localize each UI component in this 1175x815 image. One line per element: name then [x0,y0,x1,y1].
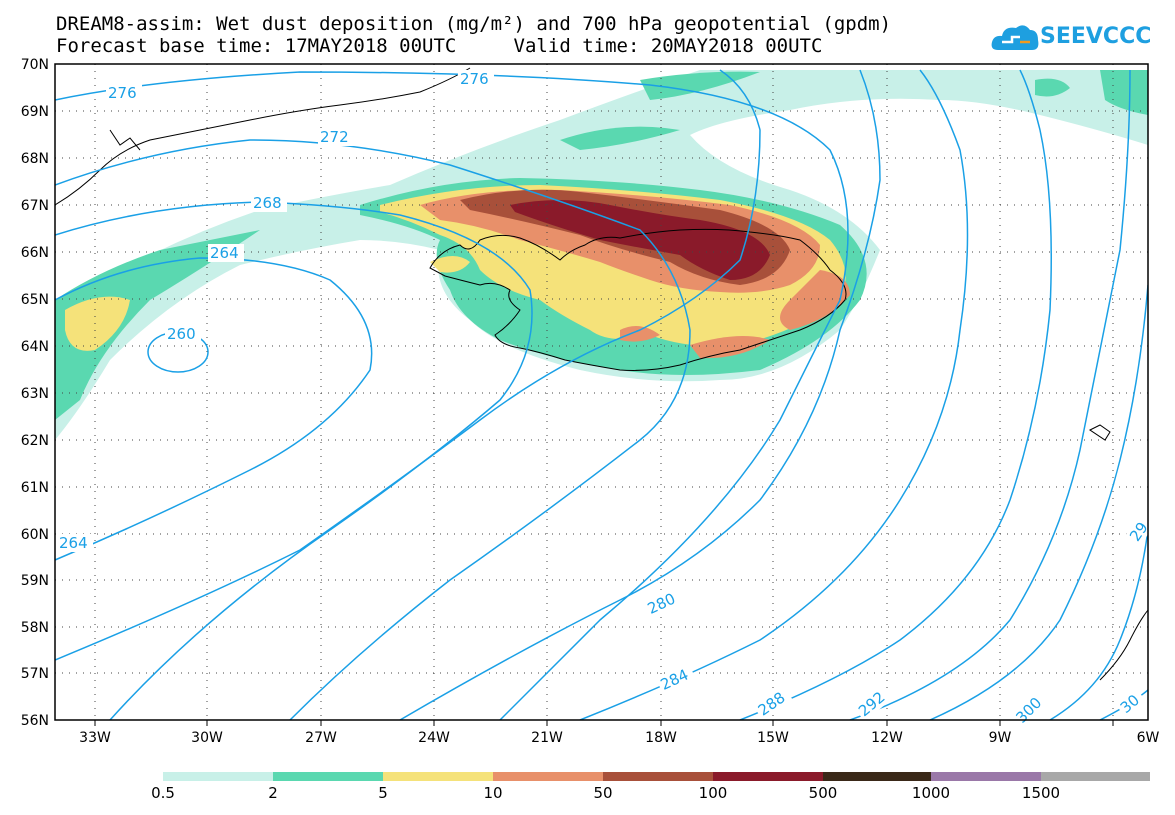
colorbar-label: 1500 [1021,784,1061,802]
lon-label: 18W [645,730,677,746]
colorbar-label: 10 [483,784,503,802]
colorbar-segment [931,772,1041,781]
colorbar-label: 1000 [911,784,951,802]
colorbar-segment [163,772,273,781]
lat-label: 68N [21,151,49,167]
cloud-logo-icon [991,25,1039,50]
colorbar-segment [273,772,383,781]
contour-label: 264 [59,534,88,552]
map-subtitle: Forecast base time: 17MAY2018 00UTC Vali… [56,35,823,57]
lat-label: 57N [21,666,49,682]
lat-label: 65N [21,292,49,308]
lon-label: 6W [1137,730,1160,746]
map-title: DREAM8-assim: Wet dust deposition (mg/m²… [56,13,892,35]
plot-frame [54,63,1149,721]
axis-ticks [94,720,1114,726]
colorbar-label: 5 [378,784,388,802]
lat-label: 59N [21,573,49,589]
lat-label: 56N [21,713,49,729]
colorbar-label: 500 [808,784,838,802]
colorbar-segment [603,772,713,781]
colorbar-segment [383,772,493,781]
lat-label: 61N [21,480,49,496]
colorbar-label: 50 [593,784,613,802]
colorbar-label: 0.5 [151,784,175,802]
lat-label: 60N [21,527,49,543]
lat-label: 70N [21,57,49,73]
contour-label: 260 [167,325,196,343]
latitude-labels: 70N 69N 68N 67N 66N 65N 64N 63N 62N 61N … [21,57,49,729]
colorbar-segment [713,772,823,781]
lon-label: 12W [871,730,903,746]
lat-label: 69N [21,104,49,120]
lon-label: 24W [418,730,450,746]
contour-label: 272 [320,128,349,146]
lon-label: 33W [79,730,111,746]
lon-label: 21W [531,730,563,746]
colorbar-label: 100 [698,784,728,802]
lat-label: 66N [21,245,49,261]
colorbar-segment [493,772,603,781]
lat-label: 62N [21,433,49,449]
lat-label: 58N [21,620,49,636]
lon-label: 30W [191,730,223,746]
colorbar-segment [1041,772,1150,781]
logo-text: SEEVCCC [1040,24,1152,49]
contour-label: 276 [460,70,489,88]
colorbar-segment [823,772,931,781]
lat-label: 64N [21,339,49,355]
lon-label: 27W [305,730,337,746]
dust-shading-100 [510,200,770,280]
contour-label: 276 [108,84,137,102]
contour-label: 268 [253,194,282,212]
lon-label: 15W [757,730,789,746]
lon-label: 9W [989,730,1012,746]
lat-label: 63N [21,386,49,402]
longitude-labels: 33W 30W 27W 24W 21W 18W 15W 12W 9W 6W [79,730,1159,746]
lat-label: 67N [21,198,49,214]
contour-label: 264 [210,244,239,262]
colorbar-label: 2 [268,784,278,802]
geopotential-contours [55,69,1148,720]
